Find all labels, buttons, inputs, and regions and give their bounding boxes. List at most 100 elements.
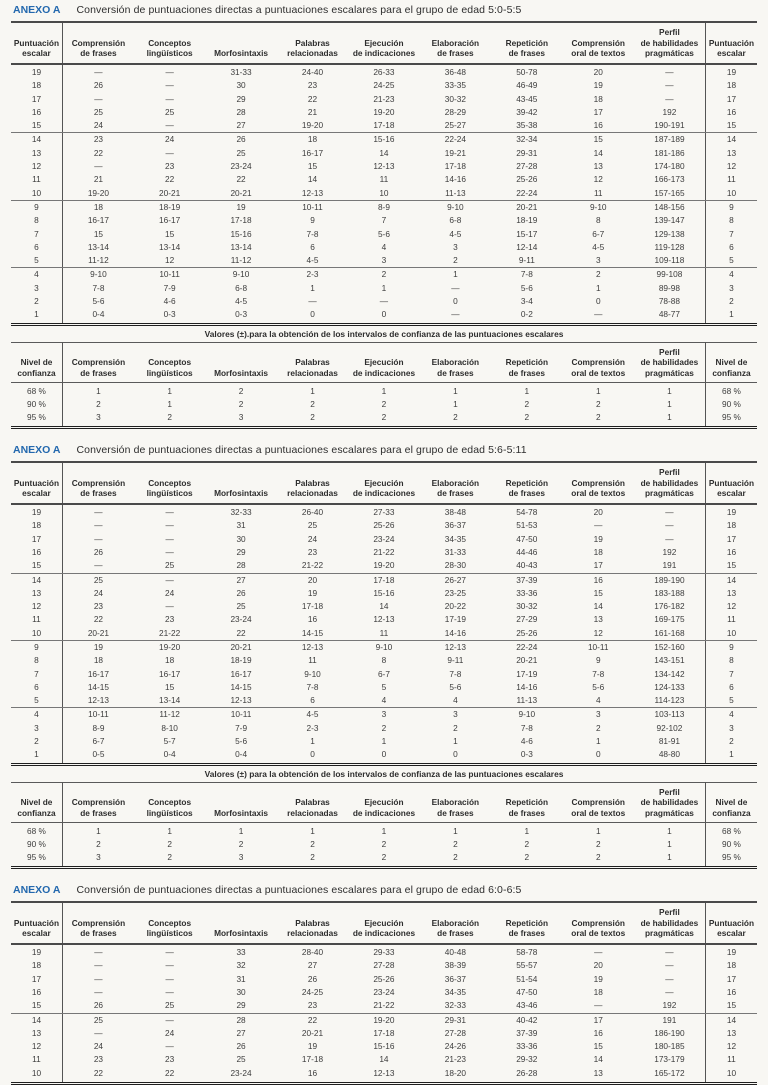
score-cell: 23 bbox=[307, 80, 318, 91]
score-cell: 29-32 bbox=[516, 1054, 538, 1065]
column-header: Elaboración de frases bbox=[419, 902, 492, 945]
scalar-score-cell: 14 bbox=[11, 132, 63, 147]
table-row: 68 % 1 1 1 1 1 1 1 1 1 68 % bbox=[11, 822, 757, 838]
score-cell: 16-17 bbox=[87, 668, 110, 679]
column-header: Palabras relacionadas bbox=[276, 22, 349, 65]
score-cell: 18-19 bbox=[159, 201, 181, 212]
column-header: Repetición de frases bbox=[491, 902, 563, 945]
scalar-score-cell: 19 bbox=[704, 503, 757, 520]
score-cell: 1 bbox=[453, 736, 458, 747]
scalar-score-cell: 15 bbox=[11, 559, 63, 574]
score-cell: 18-19 bbox=[516, 215, 538, 226]
score-cell: 2 bbox=[595, 852, 601, 863]
score-cell: 5-6 bbox=[92, 296, 105, 307]
table-row: 14 23 24 26 18 15-16 22-24 32-34 15 187-189 14 bbox=[11, 132, 757, 147]
score-cell: 15 bbox=[165, 228, 175, 239]
row-label-column-header: Puntuación escalar bbox=[704, 22, 757, 65]
scalar-score-cell: 17 bbox=[704, 972, 757, 986]
table-row: 2 5-6 4-6 4-5 — — 0 3-4 0 78-88 2 bbox=[11, 295, 757, 309]
score-cell: 9-11 bbox=[447, 655, 464, 666]
score-cell: 6-7 bbox=[377, 668, 390, 679]
score-cell: 29 bbox=[236, 93, 246, 104]
score-cell: 10-11 bbox=[302, 201, 323, 212]
score-cell: 21-22 bbox=[373, 546, 395, 557]
score-cell: 31 bbox=[236, 520, 246, 531]
score-cell: 3 bbox=[96, 412, 101, 423]
score-cell: 18-19 bbox=[230, 655, 252, 666]
score-cell: 20-21 bbox=[62, 626, 134, 641]
table-row: 15 26 25 29 23 21-22 32-33 43-46—192 15 bbox=[11, 999, 757, 1014]
score-cell: 1 bbox=[453, 385, 458, 396]
score-cell: 1 bbox=[381, 282, 387, 293]
score-cell: 2-3 bbox=[306, 269, 319, 280]
score-cell: 32-34 bbox=[516, 134, 538, 145]
score-cell: 10-11 bbox=[587, 642, 609, 652]
score-cell: 34-35 bbox=[444, 986, 466, 997]
score-cell: 4-5 bbox=[306, 709, 319, 720]
score-cell: 20-21 bbox=[205, 186, 277, 201]
score-cell: 1 bbox=[667, 838, 672, 849]
score-cell: 25 bbox=[93, 106, 104, 117]
score-cell: 37-39 bbox=[516, 574, 538, 585]
score-cell: 20-21 bbox=[301, 1027, 324, 1038]
anexo-label: ANEXO A bbox=[13, 884, 61, 897]
score-cell: 13 bbox=[562, 1066, 634, 1084]
score-cell: 181-186 bbox=[654, 147, 685, 158]
score-cell: 2 bbox=[595, 838, 601, 849]
score-cell: 13-14 bbox=[159, 241, 181, 252]
score-cell: 10-11 bbox=[159, 269, 180, 280]
scalar-score-cell: 13 bbox=[11, 146, 63, 161]
score-cell: 14-15 bbox=[87, 681, 110, 692]
score-cell: 9-10 bbox=[90, 269, 107, 280]
scalar-score-cell: 8 bbox=[704, 654, 757, 668]
score-cell: 17-19 bbox=[516, 668, 538, 679]
table-row: 4 9-10 10-11 9-10 2-3 2 1 7-8 2 99-108 4 bbox=[11, 267, 757, 282]
score-cell: 21-22 bbox=[348, 999, 420, 1014]
score-cell: 9-10 bbox=[304, 668, 321, 679]
scalar-score-cell: 12 bbox=[11, 600, 63, 614]
score-cell: 44-46 bbox=[516, 546, 538, 557]
score-cell: 9-10 bbox=[518, 709, 536, 720]
score-cell: 22-24 bbox=[516, 642, 538, 652]
score-cell: 27-28 bbox=[516, 161, 538, 172]
score-cell: 25 bbox=[93, 1014, 104, 1025]
score-cell: 124-133 bbox=[654, 681, 685, 692]
score-cell: 7-8 bbox=[520, 722, 533, 733]
score-cell: — bbox=[379, 296, 389, 307]
score-cell: — bbox=[62, 559, 134, 574]
table-row: 19 — — 32-33 26-40 27-33 38-48 54-78 20 — 19 bbox=[11, 503, 757, 520]
score-cell: 2 bbox=[238, 838, 244, 849]
score-cell: — bbox=[165, 520, 174, 531]
score-cell: 14-15 bbox=[230, 681, 252, 692]
score-cell: 11 bbox=[348, 626, 420, 641]
score-cell: 165-172 bbox=[633, 1066, 706, 1084]
scalar-score-cell: 19 bbox=[704, 943, 757, 960]
score-cell: 36-37 bbox=[444, 520, 466, 531]
score-cell: 15-16 bbox=[373, 134, 395, 145]
scalar-score-cell: 1 bbox=[704, 308, 757, 325]
score-cell: 2 bbox=[453, 722, 458, 733]
score-cell: 24 bbox=[307, 533, 318, 544]
score-cell: 54-78 bbox=[516, 507, 538, 518]
score-cell: 10 bbox=[348, 186, 420, 201]
table-row: 7 15 15 15-16 7-8 5-6 4-5 15-17 6-7 129-138 7 bbox=[11, 227, 757, 241]
score-cell: 26-33 bbox=[373, 67, 395, 77]
score-cell: 20 bbox=[593, 960, 603, 971]
table-row: 5 11-12 12 11-12 4-5 3 2 9-11 3 109-118 5 bbox=[11, 254, 757, 269]
score-cell: 0 bbox=[595, 296, 601, 307]
score-cell: — bbox=[165, 80, 174, 91]
score-cell: 33-36 bbox=[516, 1041, 538, 1052]
valores-caption: Valores (±).para la obtención de los int… bbox=[204, 328, 564, 339]
score-cell: 2 bbox=[524, 398, 530, 409]
score-cell: 2 bbox=[238, 385, 244, 396]
score-cell: 18 bbox=[593, 986, 603, 997]
score-cell: 1 bbox=[453, 825, 458, 836]
score-cell: 26-27 bbox=[444, 574, 466, 585]
score-cell: 14-16 bbox=[444, 174, 466, 185]
score-cell: 20-22 bbox=[444, 601, 466, 612]
score-cell: 2 bbox=[310, 838, 315, 849]
score-cell: 9 bbox=[595, 655, 601, 666]
scalar-score-cell: 1 bbox=[704, 748, 757, 765]
score-cell: 1 bbox=[167, 385, 172, 396]
score-cell: 15 bbox=[165, 681, 175, 692]
